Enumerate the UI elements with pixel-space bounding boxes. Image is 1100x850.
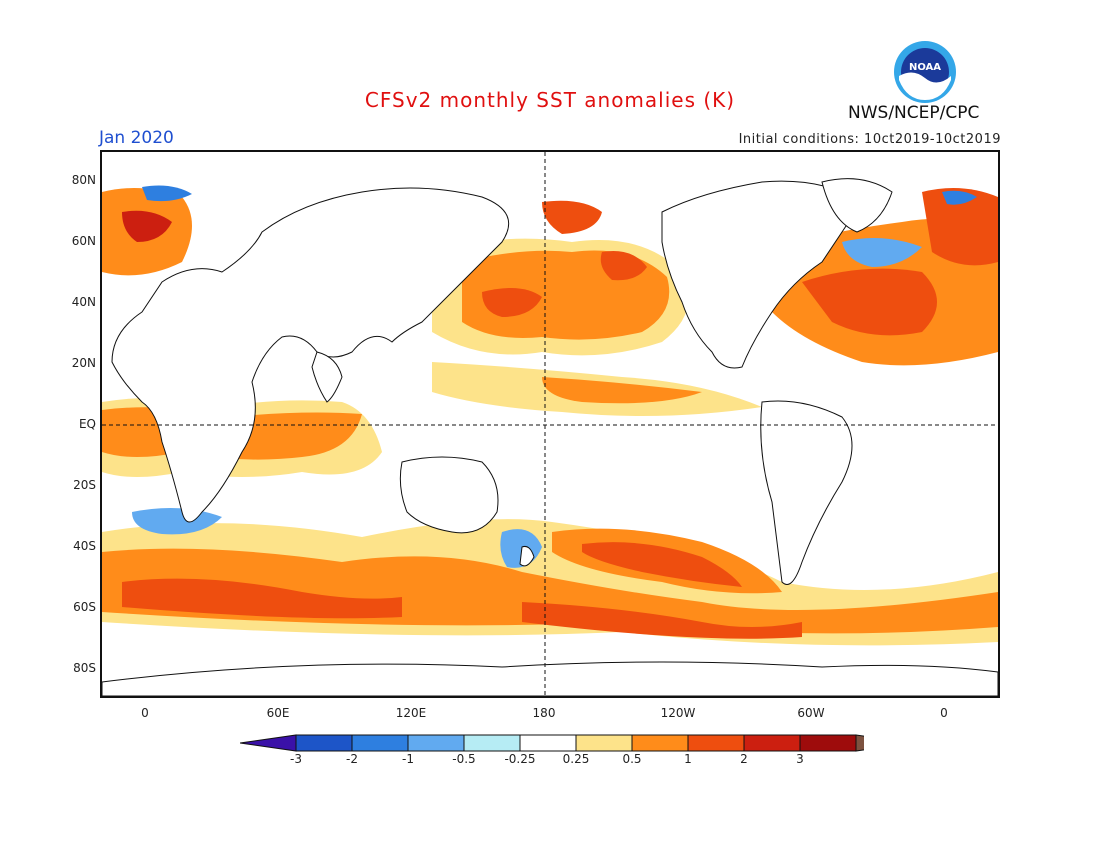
colorbar-segment xyxy=(407,734,465,752)
colorbar-label: 0.5 xyxy=(622,752,642,766)
lon-label: 180 xyxy=(532,706,556,720)
lon-label: 0 xyxy=(141,706,149,720)
noaa-logo-icon: NOAA xyxy=(894,41,956,103)
lon-label: 60W xyxy=(797,706,825,720)
lat-label: 40N xyxy=(71,295,96,309)
anomaly-field xyxy=(102,185,998,646)
colorbar-segment xyxy=(351,734,409,752)
lon-label: 120W xyxy=(660,706,696,720)
land-masses xyxy=(102,178,998,696)
colorbar-segment xyxy=(575,734,633,752)
lat-label: 20S xyxy=(73,478,96,492)
colorbar-segment xyxy=(687,734,745,752)
colorbar-label: 0.25 xyxy=(562,752,590,766)
sst-anomaly-map xyxy=(100,150,1000,698)
colorbar-label: -3 xyxy=(290,752,302,766)
colorbar xyxy=(240,734,864,752)
colorbar-segment xyxy=(519,734,577,752)
colorbar-label: -0.25 xyxy=(504,752,536,766)
colorbar-segment xyxy=(799,734,857,752)
lat-label: 60N xyxy=(71,234,96,248)
colorbar-segment xyxy=(631,734,689,752)
colorbar-arrow-low xyxy=(240,734,297,752)
colorbar-label: 3 xyxy=(796,752,804,766)
forecast-month: Jan 2020 xyxy=(99,128,174,148)
lat-label: 80N xyxy=(71,173,96,187)
colorbar-segment xyxy=(295,734,353,752)
agency-label: NWS/NCEP/CPC xyxy=(848,103,980,123)
lat-label: 20N xyxy=(71,356,96,370)
colorbar-label: 2 xyxy=(740,752,748,766)
chart-title: CFSv2 monthly SST anomalies (K) xyxy=(364,88,736,112)
noaa-logo-text: NOAA xyxy=(909,62,941,73)
colorbar-label: -2 xyxy=(346,752,358,766)
lon-label: 60E xyxy=(266,706,290,720)
colorbar-label: -1 xyxy=(402,752,414,766)
colorbar-segment xyxy=(463,734,521,752)
lat-label: 60S xyxy=(73,600,96,614)
lat-label: EQ xyxy=(78,417,96,431)
colorbar-arrow-high xyxy=(855,734,864,752)
colorbar-segment xyxy=(743,734,801,752)
lat-label: 40S xyxy=(73,539,96,553)
lon-label: 120E xyxy=(395,706,427,720)
colorbar-label: 1 xyxy=(684,752,692,766)
initial-conditions: Initial conditions: 10ct2019-10ct2019 xyxy=(738,132,1001,147)
lat-label: 80S xyxy=(73,661,96,675)
lon-label: 0 xyxy=(940,706,948,720)
colorbar-label: -0.5 xyxy=(452,752,476,766)
